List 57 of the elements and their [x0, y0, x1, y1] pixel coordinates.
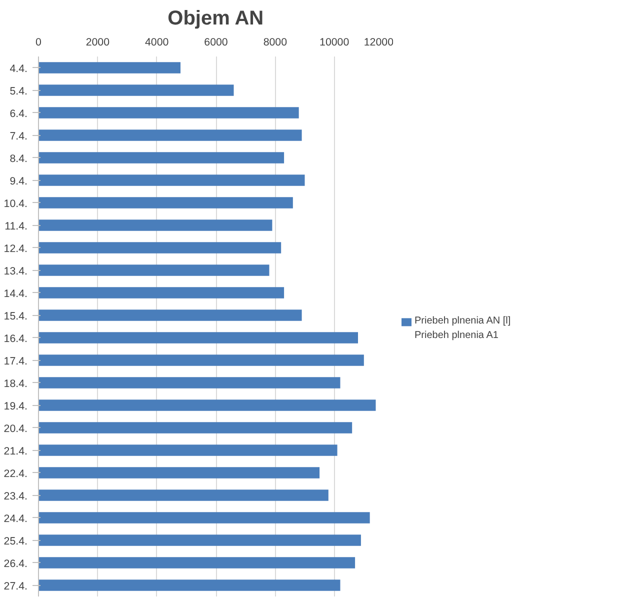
y-tick-label: 13.4. — [4, 265, 28, 278]
x-tick-label: 0 — [36, 36, 42, 48]
bar — [38, 377, 340, 388]
y-tick-label: 14.4. — [4, 288, 28, 300]
y-tick-label: 19.4. — [4, 400, 28, 412]
x-tick-label: 4000 — [144, 36, 169, 48]
bar — [38, 534, 361, 546]
y-tick-label: 18.4. — [4, 378, 28, 390]
bar — [38, 107, 299, 118]
y-tick-label: 25.4. — [4, 535, 28, 548]
y-tick-label: 12.4. — [4, 242, 28, 255]
bar — [38, 242, 282, 254]
bar — [38, 310, 302, 321]
y-tick-label: 24.4. — [4, 512, 28, 525]
bar — [38, 264, 270, 276]
bar — [38, 84, 234, 96]
bar — [38, 444, 338, 456]
chart-title: Objem AN — [168, 8, 264, 30]
y-tick-label: 23.4. — [4, 490, 28, 502]
y-tick-label: 21.4. — [4, 445, 28, 458]
bar — [38, 422, 352, 434]
y-tick-label: 9.4. — [10, 175, 28, 188]
bar — [38, 580, 340, 591]
bar — [38, 557, 356, 568]
bar — [38, 512, 370, 524]
y-tick-label: 11.4. — [4, 220, 28, 232]
y-tick-label: 16.4. — [4, 332, 28, 345]
x-tick-label: 8000 — [263, 36, 288, 48]
bar — [38, 490, 328, 501]
bar — [38, 130, 302, 141]
x-tick-label: 6000 — [204, 36, 228, 48]
bar — [38, 332, 358, 344]
bar — [38, 152, 284, 164]
y-tick-label: 20.4. — [4, 422, 28, 435]
y-tick-label: 7.4. — [10, 130, 28, 142]
x-tick-label: 2000 — [86, 36, 110, 48]
bar — [38, 467, 320, 478]
y-tick-label: 4.4. — [10, 62, 28, 75]
x-tick-label: 12000 — [364, 36, 394, 48]
y-tick-label: 5.4. — [10, 85, 28, 98]
legend-label: Priebeh plnenia AN [l] Priebeh plnenia A1 — [414, 316, 511, 341]
bar — [38, 197, 293, 208]
y-tick-label: 27.4. — [4, 580, 28, 592]
y-tick-label: 15.4. — [4, 310, 28, 322]
bar — [38, 62, 180, 74]
bar — [38, 354, 364, 366]
y-tick-label: 22.4. — [4, 468, 28, 480]
bar — [38, 220, 272, 231]
y-tick-label: 17.4. — [4, 355, 28, 368]
bar — [38, 400, 376, 411]
bar — [38, 174, 305, 186]
y-tick-label: 26.4. — [4, 558, 28, 570]
x-tick-label: 10000 — [320, 36, 350, 48]
y-tick-label: 8.4. — [10, 152, 28, 165]
y-tick-label: 10.4. — [4, 198, 28, 210]
bar — [38, 287, 284, 298]
y-tick-label: 6.4. — [10, 108, 28, 120]
